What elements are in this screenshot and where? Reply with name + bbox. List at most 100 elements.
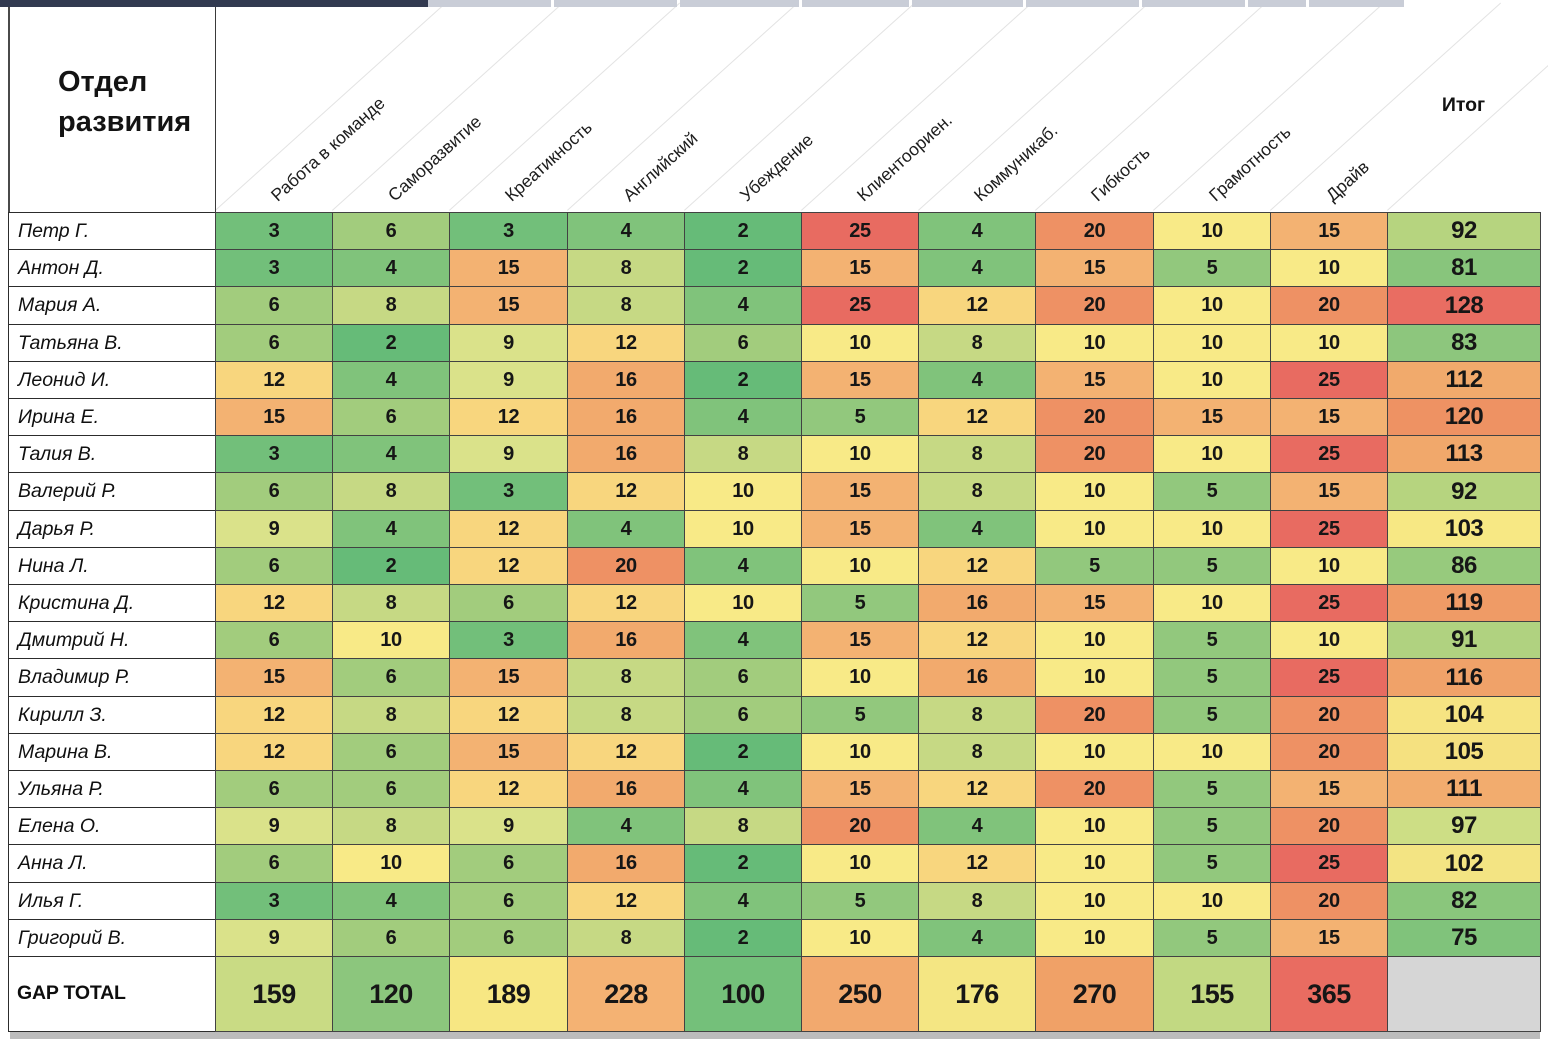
cell-r9-c6[interactable]: 12 — [918, 547, 1036, 585]
cell-r15-c0[interactable]: 6 — [215, 770, 333, 808]
cell-r14-c4[interactable]: 2 — [684, 733, 802, 771]
cell-r13-c4[interactable]: 6 — [684, 696, 802, 734]
gap-total-c0[interactable]: 159 — [215, 956, 333, 1032]
cell-r18-c3[interactable]: 12 — [567, 882, 685, 920]
cell-r5-c2[interactable]: 12 — [449, 398, 568, 436]
cell-r4-c7[interactable]: 15 — [1035, 361, 1154, 399]
cell-r11-c4[interactable]: 4 — [684, 621, 802, 659]
cell-r1-c0[interactable]: 3 — [215, 249, 333, 287]
cell-r1-c5[interactable]: 15 — [801, 249, 919, 287]
row-name-16[interactable]: Елена О. — [8, 807, 217, 845]
cell-r9-c7[interactable]: 5 — [1035, 547, 1154, 585]
cell-r0-c5[interactable]: 25 — [801, 212, 919, 250]
column-header-4[interactable]: Убеждение — [735, 129, 817, 206]
cell-r11-c6[interactable]: 12 — [918, 621, 1036, 659]
row-name-12[interactable]: Владимир Р. — [8, 658, 217, 697]
column-header-7[interactable]: Гибкость — [1086, 142, 1154, 206]
cell-r10-c4[interactable]: 10 — [684, 584, 802, 622]
column-header-5[interactable]: Клиентоориен. — [852, 109, 956, 206]
cell-r19-c2[interactable]: 6 — [449, 919, 568, 957]
cell-r14-c2[interactable]: 15 — [449, 733, 568, 771]
cell-r16-c8[interactable]: 5 — [1153, 807, 1271, 845]
cell-r1-c8[interactable]: 5 — [1153, 249, 1271, 287]
cell-r3-c3[interactable]: 12 — [567, 324, 685, 362]
cell-r8-c4[interactable]: 10 — [684, 510, 802, 548]
cell-r18-c8[interactable]: 10 — [1153, 882, 1271, 920]
row-name-2[interactable]: Мария А. — [8, 286, 217, 325]
cell-r14-c3[interactable]: 12 — [567, 733, 685, 771]
cell-r19-c5[interactable]: 10 — [801, 919, 919, 957]
row-name-14[interactable]: Марина В. — [8, 733, 217, 771]
cell-r2-c2[interactable]: 15 — [449, 286, 568, 325]
gap-total-name-cell[interactable] — [8, 956, 217, 1032]
cell-r18-c6[interactable]: 8 — [918, 882, 1036, 920]
cell-r7-c2[interactable]: 3 — [449, 472, 568, 511]
cell-r3-c4[interactable]: 6 — [684, 324, 802, 362]
row-total-15[interactable]: 111 — [1387, 770, 1541, 808]
cell-r1-c9[interactable]: 10 — [1270, 249, 1388, 287]
cell-r15-c7[interactable]: 20 — [1035, 770, 1154, 808]
cell-r14-c1[interactable]: 6 — [332, 733, 450, 771]
cell-r10-c0[interactable]: 12 — [215, 584, 333, 622]
cell-r12-c6[interactable]: 16 — [918, 658, 1036, 697]
cell-r16-c9[interactable]: 20 — [1270, 807, 1388, 845]
cell-r8-c8[interactable]: 10 — [1153, 510, 1271, 548]
cell-r0-c6[interactable]: 4 — [918, 212, 1036, 250]
row-name-4[interactable]: Леонид И. — [8, 361, 217, 399]
cell-r13-c2[interactable]: 12 — [449, 696, 568, 734]
cell-r18-c2[interactable]: 6 — [449, 882, 568, 920]
cell-r11-c9[interactable]: 10 — [1270, 621, 1388, 659]
cell-r15-c6[interactable]: 12 — [918, 770, 1036, 808]
cell-r9-c1[interactable]: 2 — [332, 547, 450, 585]
gap-total-c4[interactable]: 100 — [684, 956, 802, 1032]
row-total-19[interactable]: 75 — [1387, 919, 1541, 957]
row-name-3[interactable]: Татьяна В. — [8, 324, 217, 362]
total-column-header[interactable]: Итог — [1441, 94, 1486, 116]
cell-r6-c8[interactable]: 10 — [1153, 435, 1271, 473]
cell-r5-c0[interactable]: 15 — [215, 398, 333, 436]
cell-r7-c0[interactable]: 6 — [215, 472, 333, 511]
cell-r19-c0[interactable]: 9 — [215, 919, 333, 957]
cell-r7-c7[interactable]: 10 — [1035, 472, 1154, 511]
cell-r8-c3[interactable]: 4 — [567, 510, 685, 548]
cell-r17-c1[interactable]: 10 — [332, 844, 450, 883]
cell-r14-c0[interactable]: 12 — [215, 733, 333, 771]
cell-r9-c4[interactable]: 4 — [684, 547, 802, 585]
cell-r19-c6[interactable]: 4 — [918, 919, 1036, 957]
cell-r7-c8[interactable]: 5 — [1153, 472, 1271, 511]
cell-r5-c7[interactable]: 20 — [1035, 398, 1154, 436]
cell-r15-c8[interactable]: 5 — [1153, 770, 1271, 808]
cell-r9-c3[interactable]: 20 — [567, 547, 685, 585]
cell-r12-c8[interactable]: 5 — [1153, 658, 1271, 697]
cell-r18-c9[interactable]: 20 — [1270, 882, 1388, 920]
cell-r17-c4[interactable]: 2 — [684, 844, 802, 883]
cell-r16-c2[interactable]: 9 — [449, 807, 568, 845]
cell-r0-c3[interactable]: 4 — [567, 212, 685, 250]
cell-r0-c8[interactable]: 10 — [1153, 212, 1271, 250]
cell-r5-c9[interactable]: 15 — [1270, 398, 1388, 436]
cell-r5-c4[interactable]: 4 — [684, 398, 802, 436]
cell-r7-c1[interactable]: 8 — [332, 472, 450, 511]
cell-r4-c4[interactable]: 2 — [684, 361, 802, 399]
cell-r1-c1[interactable]: 4 — [332, 249, 450, 287]
cell-r4-c6[interactable]: 4 — [918, 361, 1036, 399]
cell-r12-c2[interactable]: 15 — [449, 658, 568, 697]
cell-r3-c5[interactable]: 10 — [801, 324, 919, 362]
cell-r15-c3[interactable]: 16 — [567, 770, 685, 808]
cell-r10-c1[interactable]: 8 — [332, 584, 450, 622]
cell-r18-c4[interactable]: 4 — [684, 882, 802, 920]
gap-total-c6[interactable]: 176 — [918, 956, 1036, 1032]
row-name-7[interactable]: Валерий Р. — [8, 472, 217, 511]
cell-r9-c8[interactable]: 5 — [1153, 547, 1271, 585]
row-name-5[interactable]: Ирина Е. — [8, 398, 217, 436]
cell-r3-c9[interactable]: 10 — [1270, 324, 1388, 362]
row-total-3[interactable]: 83 — [1387, 324, 1541, 362]
row-name-9[interactable]: Нина Л. — [8, 547, 217, 585]
cell-r16-c6[interactable]: 4 — [918, 807, 1036, 845]
cell-r18-c1[interactable]: 4 — [332, 882, 450, 920]
row-total-4[interactable]: 112 — [1387, 361, 1541, 399]
cell-r3-c6[interactable]: 8 — [918, 324, 1036, 362]
cell-r8-c1[interactable]: 4 — [332, 510, 450, 548]
cell-r16-c7[interactable]: 10 — [1035, 807, 1154, 845]
row-name-11[interactable]: Дмитрий Н. — [8, 621, 217, 659]
